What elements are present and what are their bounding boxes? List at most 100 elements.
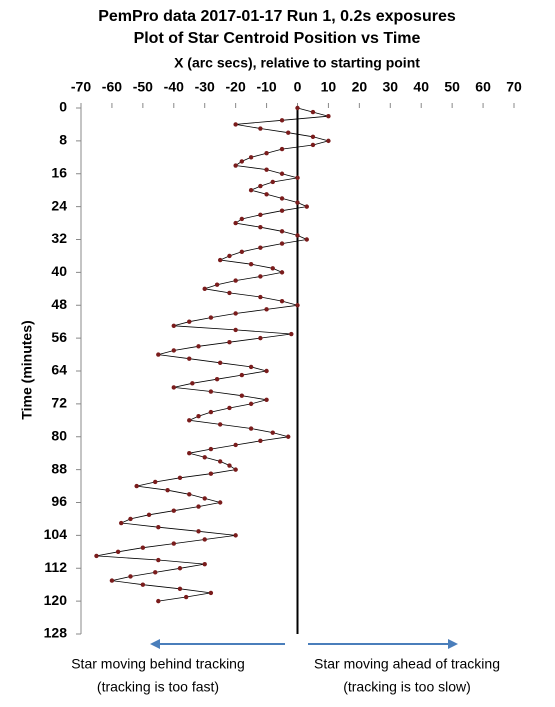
data-point	[94, 553, 99, 559]
x-tick-label: -60	[102, 79, 122, 95]
data-point	[190, 381, 195, 386]
y-tick-label: 48	[51, 296, 67, 312]
x-tick-label: -20	[226, 79, 246, 95]
data-point	[177, 586, 183, 591]
y-axis-title: Time (minutes)	[19, 320, 35, 419]
data-point	[279, 196, 285, 201]
data-point	[202, 455, 207, 460]
data-point	[239, 249, 245, 255]
y-tick-label: 128	[44, 625, 68, 641]
data-point	[248, 155, 254, 160]
data-point	[264, 368, 269, 374]
x-axis-title: X (arc secs), relative to starting point	[174, 55, 420, 71]
data-point	[289, 331, 294, 337]
data-point	[156, 557, 161, 563]
data-point	[295, 200, 300, 205]
arrow-head	[150, 639, 160, 649]
data-point	[279, 146, 285, 152]
data-point	[202, 286, 207, 292]
y-tick-label: 80	[51, 427, 67, 443]
data-point	[239, 372, 245, 378]
chart-subtitle: Plot of Star Centroid Position vs Time	[134, 30, 421, 47]
data-point	[233, 533, 238, 538]
data-point	[295, 233, 300, 238]
data-point	[233, 163, 238, 168]
data-point	[270, 430, 275, 435]
data-point	[140, 582, 146, 587]
data-point	[248, 401, 254, 407]
data-point	[208, 446, 214, 452]
x-tick-label: 60	[475, 79, 491, 95]
data-point	[258, 245, 263, 250]
data-point	[217, 360, 223, 365]
data-point	[202, 496, 207, 501]
data-point	[187, 492, 192, 497]
data-point	[295, 105, 300, 111]
data-point	[233, 442, 238, 448]
data-point	[248, 187, 254, 193]
data-point	[264, 167, 269, 172]
data-point	[196, 504, 201, 509]
data-point	[140, 545, 146, 550]
data-point	[233, 311, 238, 316]
data-point	[202, 537, 207, 542]
data-point	[177, 475, 183, 481]
data-point	[187, 450, 192, 456]
series-line	[96, 107, 330, 602]
data-point	[196, 529, 201, 534]
data-point	[310, 134, 316, 139]
x-tick-label: 20	[352, 79, 368, 95]
x-tick-label: -40	[164, 79, 184, 95]
arrow-head	[448, 639, 458, 649]
data-point	[208, 389, 214, 394]
y-tick-label: 56	[51, 329, 67, 345]
data-point	[165, 487, 170, 493]
data-point	[227, 290, 232, 296]
data-point	[233, 220, 238, 226]
data-point	[264, 192, 269, 197]
data-point	[115, 549, 121, 555]
data-point	[128, 516, 133, 522]
data-point	[258, 438, 263, 444]
data-point	[202, 561, 207, 567]
data-point	[326, 114, 331, 119]
data-point	[196, 344, 201, 349]
data-point	[187, 418, 192, 423]
data-point	[258, 212, 263, 218]
annotation: (tracking is too slow)	[343, 679, 471, 695]
data-point	[153, 479, 158, 485]
data-point	[196, 414, 201, 419]
chart-title: PemPro data 2017-01-17 Run 1, 0.2s expos…	[98, 8, 456, 25]
x-tick-label: 70	[506, 79, 522, 95]
y-tick-label: 64	[51, 362, 67, 378]
data-point	[227, 463, 232, 468]
data-point	[217, 500, 223, 505]
data-point	[171, 385, 176, 390]
data-point	[279, 298, 285, 304]
data-point	[279, 241, 285, 246]
y-tick-label: 16	[51, 164, 67, 180]
data-point	[326, 138, 331, 144]
x-tick-label: 40	[413, 79, 429, 95]
data-point	[248, 261, 254, 267]
data-point	[171, 508, 176, 513]
data-point	[239, 216, 245, 222]
y-tick-label: 104	[44, 526, 68, 542]
data-point	[233, 327, 238, 333]
data-point	[208, 409, 214, 415]
data-point	[258, 224, 263, 230]
data-point	[208, 471, 214, 476]
annotation: (tracking is too fast)	[97, 679, 219, 695]
data-point	[156, 598, 161, 604]
data-point	[153, 570, 158, 575]
data-point	[279, 229, 285, 234]
data-point	[258, 126, 263, 131]
data-point	[264, 151, 269, 156]
data-point	[208, 315, 214, 320]
data-point	[217, 422, 223, 427]
data-point	[258, 183, 263, 189]
data-point	[279, 208, 285, 213]
data-point	[258, 335, 263, 341]
data-point	[286, 130, 291, 135]
